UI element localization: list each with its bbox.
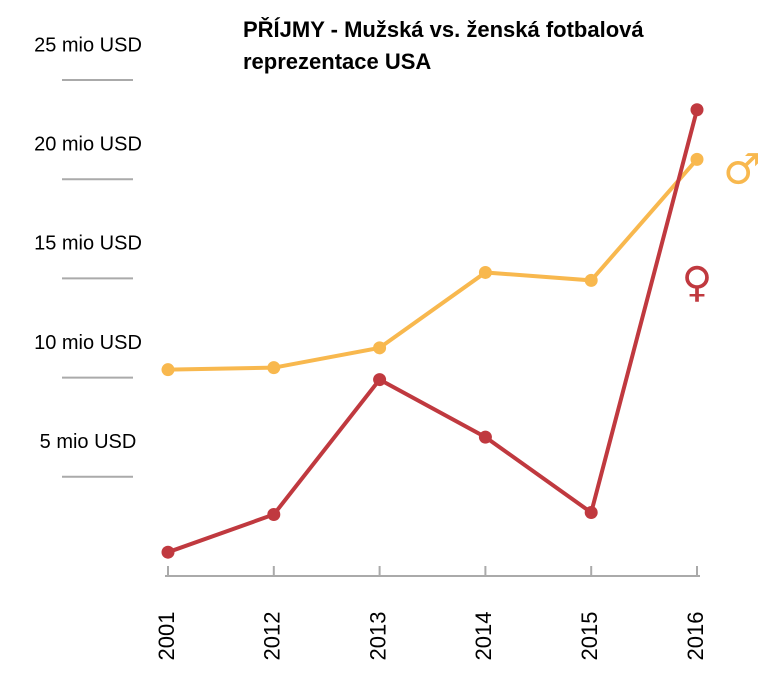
y-tick-label: 25 mio USD [34,34,142,56]
y-tick-label: 15 mio USD [34,233,142,255]
data-point [373,341,387,355]
x-tick-label: 2001 [154,612,179,661]
legend-symbol: ♂ [723,145,758,194]
data-point [267,361,281,375]
y-tick-label: 5 mio USD [40,431,137,453]
y-tick-label: 10 mio USD [34,332,142,354]
x-tick-label: 2013 [365,612,390,661]
data-point [161,363,175,377]
legend-symbol: ♀ [682,258,713,307]
y-tick-label: 20 mio USD [34,133,142,155]
series-line [167,158,699,372]
x-tick-label: 2016 [683,612,708,661]
data-point [584,506,598,520]
x-tick-label: 2015 [577,612,602,661]
series-line [167,109,699,555]
x-tick-label: 2014 [471,612,496,661]
chart-title: PŘÍJMY - Mužská vs. ženská fotbalová rep… [243,17,644,74]
data-point [478,430,492,444]
data-point [690,152,704,166]
data-point [478,265,492,279]
data-point [161,545,175,559]
data-point [690,103,704,117]
x-tick-label: 2012 [260,612,285,661]
data-point [584,273,598,287]
data-point [267,507,281,521]
data-point [373,373,387,387]
